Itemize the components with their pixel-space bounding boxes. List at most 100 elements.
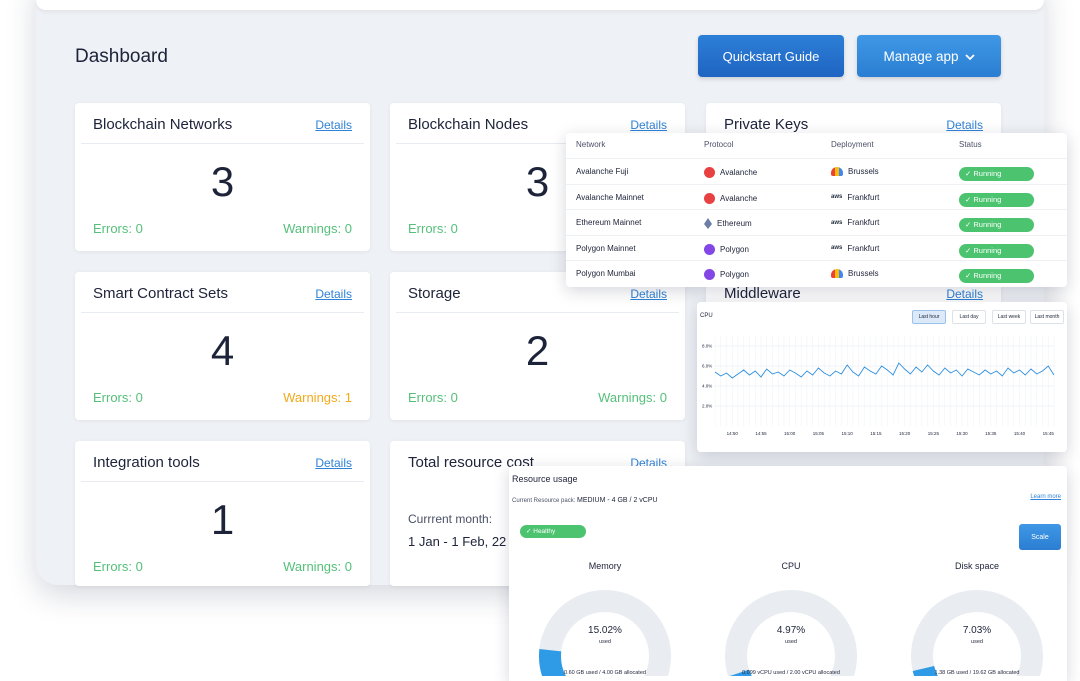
table-cell: Avalanche bbox=[704, 192, 758, 204]
column-header-status: Status bbox=[959, 140, 982, 149]
table-cell: Ethereum Mainnet bbox=[576, 218, 641, 227]
status-badge: ✓ Running bbox=[959, 243, 1034, 258]
card-count: 3 bbox=[525, 158, 550, 205]
gauge-label: CPU bbox=[781, 561, 801, 571]
warnings-count: Warnings: 0 bbox=[283, 221, 352, 236]
top-bar bbox=[36, 0, 1044, 10]
deployment-region: Frankfurt bbox=[847, 243, 880, 253]
usage-gauge bbox=[539, 590, 671, 676]
y-tick-label: 2.0% bbox=[702, 404, 712, 409]
table-row[interactable]: Polygon Mumbai Polygon Brussels ✓ Running bbox=[566, 260, 1067, 285]
table-cell: Brussels bbox=[831, 269, 879, 278]
panel-title: Resource usage bbox=[512, 474, 578, 484]
details-link[interactable]: Details bbox=[630, 118, 667, 132]
x-tick-label: 15:00 bbox=[784, 431, 796, 436]
chevron-down-icon bbox=[964, 49, 975, 64]
cpu-series-line bbox=[714, 362, 1055, 379]
scale-button[interactable]: Scale bbox=[1019, 524, 1061, 550]
details-link[interactable]: Details bbox=[946, 287, 983, 301]
details-link[interactable]: Details bbox=[630, 287, 667, 301]
card-count: 1 bbox=[210, 496, 235, 543]
google-cloud-icon bbox=[831, 269, 843, 278]
table-row[interactable]: Avalanche Fuji Avalanche Brussels ✓ Running bbox=[566, 158, 1067, 183]
range-last-day-button[interactable]: Last day bbox=[952, 310, 986, 324]
details-link[interactable]: Details bbox=[315, 456, 352, 470]
gauge-track bbox=[725, 590, 857, 676]
table-row[interactable]: Polygon Mainnet Polygon aws Frankfurt ✓ Runn… bbox=[566, 234, 1067, 260]
warnings-count: Warnings: 0 bbox=[598, 390, 667, 405]
table-cell: aws Frankfurt bbox=[831, 244, 879, 253]
chart-title: CPU bbox=[700, 313, 713, 319]
card-title: Storage bbox=[408, 285, 461, 302]
divider bbox=[396, 312, 679, 313]
table-cell: Polygon Mainnet bbox=[576, 244, 636, 253]
protocol-name: Ethereum bbox=[717, 219, 752, 228]
google-cloud-icon bbox=[831, 167, 843, 176]
learn-more-link[interactable]: Learn more bbox=[1030, 494, 1061, 500]
x-tick-label: 15:35 bbox=[985, 431, 997, 436]
column-header-network: Network bbox=[576, 140, 606, 149]
gauge-used-label: used bbox=[971, 639, 983, 645]
divider bbox=[81, 481, 364, 482]
resource-pack: Current Resource pack: MEDIUM - 4 GB / 2… bbox=[512, 497, 658, 504]
errors-count: Errors: 0 bbox=[408, 221, 458, 236]
table-cell: Ethereum bbox=[704, 218, 752, 229]
networks-table: Network Protocol Deployment Status Avala… bbox=[566, 133, 1067, 287]
range-last-month-button[interactable]: Last month bbox=[1030, 310, 1064, 324]
aws-icon: aws bbox=[831, 219, 843, 226]
deployment-region: Brussels bbox=[848, 269, 879, 278]
manage-app-label: Manage app bbox=[883, 48, 959, 64]
card-count: 2 bbox=[525, 327, 550, 374]
x-tick-label: 14:55 bbox=[755, 431, 767, 436]
protocol-name: Avalanche bbox=[720, 193, 758, 203]
range-last-hour-button[interactable]: Last hour bbox=[912, 310, 946, 324]
manage-app-button[interactable]: Manage app bbox=[857, 35, 1001, 77]
gauge-track bbox=[911, 590, 1043, 676]
table-cell: Polygon bbox=[704, 269, 749, 280]
x-tick-label: 15:25 bbox=[928, 431, 940, 436]
card-count: 4 bbox=[210, 327, 235, 374]
resource-usage-panel: Resource usage Current Resource pack: ME… bbox=[509, 466, 1067, 681]
health-badge: ✓ Healthy bbox=[520, 525, 586, 538]
network-name: Avalanche Fuji bbox=[576, 167, 629, 176]
table-row[interactable]: Avalanche Mainnet Avalanche aws Frankfurt ✓ … bbox=[566, 183, 1067, 209]
polygon-icon bbox=[704, 243, 715, 255]
details-link[interactable]: Details bbox=[315, 118, 352, 132]
page-title: Dashboard bbox=[75, 46, 168, 67]
range-last-week-button[interactable]: Last week bbox=[992, 310, 1026, 324]
table-row[interactable]: Ethereum Mainnet Ethereum aws Frankfurt ✓ Ru… bbox=[566, 209, 1067, 234]
table-cell: aws Frankfurt bbox=[831, 218, 879, 227]
status-badge: ✓ Running bbox=[959, 192, 1034, 207]
details-link[interactable]: Details bbox=[315, 287, 352, 301]
errors-count: Errors: 0 bbox=[408, 390, 458, 405]
y-tick-label: 4.0% bbox=[702, 384, 712, 389]
avalanche-icon bbox=[704, 192, 715, 204]
column-header-protocol: Protocol bbox=[704, 140, 734, 149]
gauge-footer: 0.099 vCPU used / 2.00 vCPU allocated bbox=[742, 670, 840, 676]
deployment-region: Frankfurt bbox=[847, 218, 880, 227]
y-tick-label: 6.0% bbox=[702, 364, 712, 369]
divider bbox=[81, 312, 364, 313]
avalanche-icon bbox=[704, 167, 715, 178]
x-tick-label: 14:50 bbox=[727, 431, 739, 436]
card-title: Integration tools bbox=[93, 454, 200, 471]
x-tick-label: 15:20 bbox=[899, 431, 911, 436]
x-tick-label: 15:45 bbox=[1043, 431, 1055, 436]
gauge-used-label: used bbox=[599, 639, 611, 645]
table-cell: Brussels bbox=[831, 167, 879, 176]
y-tick-label: 8.0% bbox=[702, 344, 712, 349]
quickstart-guide-button[interactable]: Quickstart Guide bbox=[698, 35, 844, 77]
errors-count: Errors: 0 bbox=[93, 221, 143, 236]
x-tick-label: 15:10 bbox=[842, 431, 854, 436]
gauge-percent: 15.02% bbox=[588, 625, 622, 636]
deployment-region: Brussels bbox=[848, 167, 879, 176]
cpu-chart-panel: CPU Last hour Last day Last week Last mo… bbox=[697, 302, 1067, 452]
gauge-footer: 1.38 GB used / 19.62 GB allocated bbox=[934, 670, 1020, 676]
details-link[interactable]: Details bbox=[946, 118, 983, 132]
aws-icon: aws bbox=[831, 245, 843, 251]
warnings-count: Warnings: 1 bbox=[283, 390, 352, 405]
divider bbox=[81, 143, 364, 144]
table-cell: ✓ Running bbox=[959, 243, 1034, 258]
gauge-fill bbox=[729, 669, 752, 676]
card-title: Blockchain Nodes bbox=[408, 116, 529, 133]
